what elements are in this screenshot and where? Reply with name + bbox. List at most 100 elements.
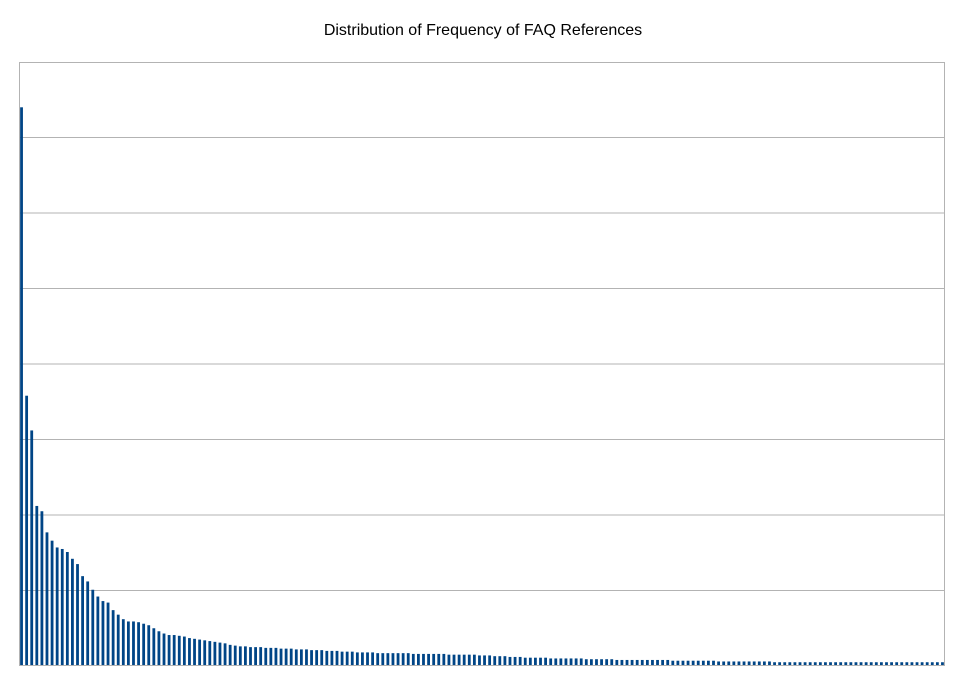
bar xyxy=(417,653,420,666)
bar xyxy=(442,653,446,666)
bar xyxy=(457,654,461,666)
bar xyxy=(401,653,405,666)
bar xyxy=(783,662,787,666)
bar xyxy=(305,649,308,666)
bar xyxy=(574,658,578,666)
bar xyxy=(274,647,278,666)
bar xyxy=(941,662,944,666)
bar xyxy=(60,548,64,666)
bar xyxy=(35,505,39,666)
bar xyxy=(859,662,863,666)
bar xyxy=(71,558,74,666)
bar xyxy=(427,653,430,666)
bar xyxy=(595,659,598,666)
bar xyxy=(910,662,914,666)
bar xyxy=(172,635,176,666)
bar xyxy=(727,661,731,666)
bar xyxy=(584,659,588,666)
bar xyxy=(717,661,720,666)
bar xyxy=(813,662,817,666)
bar xyxy=(701,660,705,666)
bar xyxy=(279,648,283,666)
bar xyxy=(498,656,502,666)
bar xyxy=(437,653,441,666)
bar xyxy=(411,653,415,666)
bar xyxy=(656,659,659,666)
bar xyxy=(645,659,649,666)
bar xyxy=(915,662,919,666)
bar xyxy=(640,659,644,666)
bar xyxy=(757,661,761,666)
bar xyxy=(793,662,797,666)
bar xyxy=(732,661,736,666)
bar xyxy=(137,622,140,666)
bar xyxy=(208,641,212,666)
bar xyxy=(320,650,324,666)
bar xyxy=(244,646,247,666)
bar xyxy=(355,652,359,666)
bar xyxy=(930,662,934,666)
bar xyxy=(600,659,603,666)
bar xyxy=(126,621,130,666)
bar xyxy=(768,661,771,666)
bar xyxy=(849,662,853,666)
bar xyxy=(712,660,715,666)
bar xyxy=(824,662,827,666)
bar xyxy=(839,662,843,666)
bar xyxy=(198,639,202,666)
bar xyxy=(778,662,782,666)
bar xyxy=(193,638,196,666)
bar xyxy=(55,547,59,666)
bars xyxy=(20,107,944,667)
bar xyxy=(233,645,237,666)
bar xyxy=(50,540,54,666)
bar xyxy=(40,511,44,666)
bar xyxy=(539,657,542,666)
bar xyxy=(45,532,49,666)
bar xyxy=(691,660,695,666)
bar xyxy=(676,660,680,666)
bar xyxy=(350,651,354,666)
bar xyxy=(844,662,848,666)
bar xyxy=(335,650,339,666)
bar xyxy=(722,661,726,666)
bar xyxy=(742,661,746,666)
bar xyxy=(681,660,685,666)
bar xyxy=(483,655,486,666)
bar xyxy=(707,660,710,666)
bar xyxy=(396,653,400,666)
bar xyxy=(284,648,288,666)
bar xyxy=(773,662,776,666)
bar xyxy=(116,614,120,666)
bar xyxy=(559,658,563,666)
bar xyxy=(615,659,619,666)
bar xyxy=(818,662,822,666)
bar xyxy=(488,655,492,666)
bar xyxy=(325,650,329,666)
bar xyxy=(605,659,609,666)
bar xyxy=(920,662,924,666)
bar xyxy=(228,644,232,666)
bar xyxy=(869,662,873,666)
bar xyxy=(503,656,507,666)
bar xyxy=(132,621,135,666)
bar xyxy=(91,589,95,666)
bar xyxy=(895,662,899,666)
bar xyxy=(106,602,110,666)
bar xyxy=(534,657,537,666)
bar xyxy=(864,662,868,666)
bar xyxy=(340,651,344,666)
bar xyxy=(885,662,888,666)
bar xyxy=(147,625,151,666)
bar xyxy=(376,653,380,666)
bar xyxy=(478,655,481,666)
bar xyxy=(900,662,904,666)
bar xyxy=(564,658,568,666)
bar xyxy=(610,659,614,666)
bar xyxy=(371,652,375,666)
bar xyxy=(493,656,497,666)
bar xyxy=(188,638,191,666)
bar xyxy=(854,662,858,666)
bar xyxy=(554,658,558,666)
